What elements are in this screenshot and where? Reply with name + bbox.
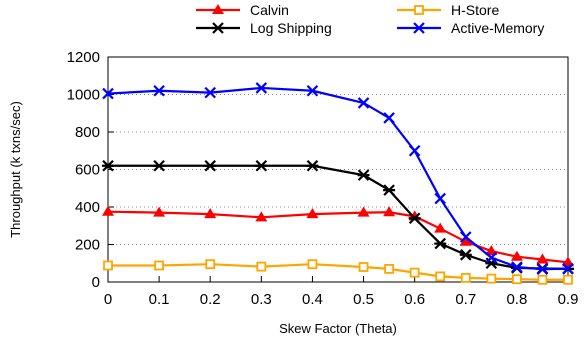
x-tick-label: 0.7 bbox=[455, 291, 476, 308]
data-point-log-shipping bbox=[357, 169, 370, 181]
data-point-calvin bbox=[562, 256, 574, 267]
series-calvin bbox=[102, 205, 574, 267]
series-log-shipping bbox=[102, 159, 574, 275]
series-line-calvin bbox=[107, 210, 569, 264]
data-point-active-memory bbox=[460, 231, 472, 243]
y-tick-label: 1200 bbox=[67, 49, 100, 66]
data-point-h-store bbox=[154, 260, 165, 271]
data-point-active-memory bbox=[204, 86, 216, 99]
data-point-h-store bbox=[103, 260, 113, 271]
data-point-calvin bbox=[204, 208, 217, 219]
data-point-active-memory bbox=[434, 192, 446, 205]
data-point-active-memory bbox=[102, 87, 114, 100]
data-point-log-shipping bbox=[255, 159, 268, 172]
series-h-store bbox=[103, 259, 573, 285]
data-point-active-memory bbox=[511, 261, 523, 273]
x-tick-label: 0.2 bbox=[200, 291, 221, 308]
data-point-calvin bbox=[383, 206, 396, 217]
x-axis-ticks: 0 0.1 0.2 0.3 0.4 0.5 0.6 0.7 0.8 0.9 bbox=[104, 276, 579, 308]
legend-label: Active-Memory bbox=[451, 20, 544, 36]
data-point-active-memory bbox=[562, 262, 574, 275]
legend-entry-h-store: H-Store bbox=[397, 2, 499, 18]
data-point-log-shipping bbox=[153, 159, 166, 172]
data-point-h-store bbox=[384, 263, 395, 274]
data-point-h-store bbox=[307, 259, 318, 270]
data-point-active-memory bbox=[255, 82, 268, 94]
data-point-log-shipping bbox=[408, 212, 421, 225]
data-point-calvin bbox=[357, 206, 370, 217]
data-point-active-memory bbox=[153, 84, 165, 97]
data-point-active-memory bbox=[536, 263, 549, 276]
data-point-calvin bbox=[485, 245, 498, 256]
data-point-h-store bbox=[205, 259, 216, 270]
data-point-h-store bbox=[435, 271, 446, 282]
x-tick-label: 0.4 bbox=[302, 291, 323, 308]
data-point-h-store bbox=[409, 267, 420, 278]
legend: Calvin H-Store Log Shipping Active-Memory bbox=[196, 2, 544, 36]
data-point-calvin bbox=[536, 253, 549, 264]
data-point-log-shipping bbox=[204, 159, 217, 172]
y-tick-label: 400 bbox=[75, 199, 100, 216]
legend-entry-calvin: Calvin bbox=[196, 2, 289, 18]
x-tick-label: 0.9 bbox=[558, 291, 579, 308]
series-line-active-memory bbox=[107, 86, 569, 271]
legend-label: H-Store bbox=[451, 2, 499, 18]
data-point-log-shipping bbox=[434, 237, 447, 250]
data-point-h-store bbox=[486, 273, 497, 284]
y-tick-label: 0 bbox=[92, 274, 100, 291]
data-point-active-memory bbox=[485, 251, 498, 264]
data-point-calvin bbox=[306, 208, 319, 219]
y-axis-ticks: 0 200 400 600 800 1000 1200 bbox=[67, 49, 114, 291]
y-tick-label: 200 bbox=[75, 237, 100, 254]
legend-marker bbox=[212, 4, 224, 14]
legend-marker bbox=[414, 5, 424, 15]
series-group bbox=[102, 82, 574, 285]
data-point-log-shipping bbox=[102, 159, 114, 172]
data-point-calvin bbox=[434, 222, 447, 233]
legend-marker bbox=[413, 22, 425, 34]
data-point-calvin bbox=[102, 205, 114, 216]
legend-label: Log Shipping bbox=[250, 20, 332, 36]
y-tick-label: 1000 bbox=[67, 87, 100, 104]
y-tick-label: 800 bbox=[75, 124, 100, 141]
data-point-active-memory bbox=[408, 144, 421, 157]
y-axis-label: Throughput (k txns/sec) bbox=[8, 101, 23, 238]
grid-lines bbox=[108, 94, 568, 245]
series-line-h-store bbox=[108, 263, 568, 281]
data-point-log-shipping bbox=[383, 184, 396, 196]
x-axis-label: Skew Factor (Theta) bbox=[279, 321, 397, 336]
data-point-active-memory bbox=[383, 112, 395, 124]
legend-marker bbox=[212, 22, 224, 34]
data-point-h-store bbox=[460, 272, 471, 283]
y-tick-label: 600 bbox=[75, 162, 100, 179]
data-point-h-store bbox=[256, 261, 267, 272]
legend-entry-active-memory: Active-Memory bbox=[397, 20, 544, 36]
x-tick-label: 0.1 bbox=[149, 291, 170, 308]
legend-entry-log-shipping: Log Shipping bbox=[196, 20, 332, 36]
data-point-h-store bbox=[563, 274, 573, 285]
x-tick-label: 0 bbox=[104, 291, 112, 308]
legend-label: Calvin bbox=[250, 2, 289, 18]
data-point-active-memory bbox=[306, 84, 319, 97]
x-tick-label: 0.8 bbox=[506, 291, 527, 308]
data-point-h-store bbox=[537, 274, 548, 285]
data-point-log-shipping bbox=[459, 249, 472, 261]
x-tick-label: 0.5 bbox=[353, 291, 374, 308]
x-tick-label: 0.3 bbox=[251, 291, 272, 308]
data-point-h-store bbox=[511, 274, 522, 285]
data-point-h-store bbox=[358, 262, 369, 272]
data-point-calvin bbox=[153, 206, 166, 217]
data-point-calvin bbox=[255, 211, 268, 222]
series-active-memory bbox=[102, 82, 574, 276]
x-tick-label: 0.6 bbox=[404, 291, 425, 308]
data-point-log-shipping bbox=[306, 159, 319, 172]
data-point-calvin bbox=[510, 250, 523, 261]
data-point-calvin bbox=[459, 235, 472, 246]
data-point-active-memory bbox=[357, 97, 370, 109]
